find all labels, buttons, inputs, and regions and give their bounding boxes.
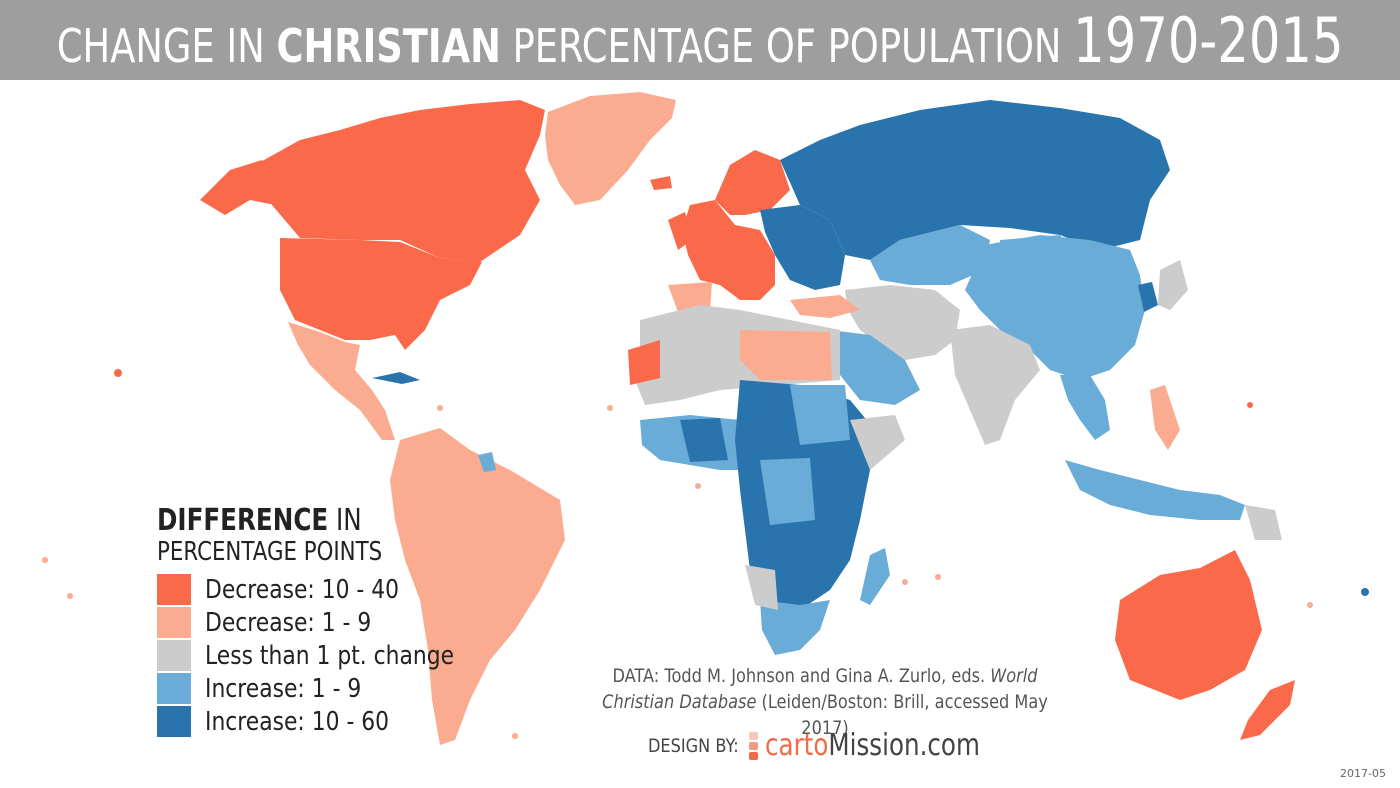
region-india	[950, 325, 1040, 445]
brand-part-b: Mission.com	[828, 728, 980, 763]
brand-name[interactable]: cartoMission.com	[765, 728, 980, 763]
region-southern-africa	[760, 600, 830, 655]
region-scandinavia	[715, 150, 790, 215]
island-caribbean	[437, 405, 443, 411]
region-central-asia	[870, 225, 990, 285]
region-papua-new-guinea	[1245, 505, 1282, 540]
legend-label: Increase: 1 - 9	[205, 673, 362, 704]
island-indian-1	[902, 579, 908, 585]
region-greenland	[545, 92, 676, 205]
data-source: DATA: Todd M. Johnson and Gina A. Zurlo,…	[600, 663, 1051, 741]
legend-swatch	[157, 607, 191, 638]
legend-label: Decrease: 1 - 9	[205, 607, 372, 638]
legend-item: Increase: 1 - 9	[157, 672, 501, 705]
title-bar: CHANGE IN CHRISTIAN PERCENTAGE OF POPULA…	[0, 0, 1400, 80]
version-tag: 2017-05	[1340, 767, 1386, 780]
region-iceland	[650, 176, 672, 190]
source-text-2: (Leiden/Boston: Brill, accessed May 2017…	[756, 691, 1048, 739]
island-pacific-4	[42, 557, 48, 563]
region-sudan-chad	[790, 385, 850, 445]
region-usa	[280, 238, 482, 350]
region-west-africa-dark	[680, 418, 728, 462]
region-arabia	[830, 330, 920, 405]
island-atlantic-1	[607, 405, 613, 411]
legend-label: Increase: 10 - 60	[205, 706, 390, 737]
region-canada	[255, 100, 545, 262]
legend-swatch	[157, 640, 191, 671]
region-new-zealand	[1240, 680, 1295, 740]
source-text-1: DATA: Todd M. Johnson and Gina A. Zurlo,…	[612, 665, 991, 687]
source-line-1: DATA: Todd M. Johnson and Gina A. Zurlo,…	[600, 663, 1051, 689]
legend-subtitle: PERCENTAGE POINTS	[157, 537, 383, 567]
legend-swatch	[157, 574, 191, 605]
island-falklands	[512, 733, 518, 739]
region-cuba	[372, 372, 420, 384]
title-part1: CHANGE IN	[56, 18, 277, 73]
region-western-europe	[682, 200, 775, 300]
legend-item: Decrease: 1 - 9	[157, 606, 501, 639]
island-atlantic-2	[695, 483, 701, 489]
region-russia	[780, 100, 1170, 260]
island-pacific-5	[67, 593, 73, 599]
region-iberia	[668, 282, 712, 312]
region-indonesia	[1065, 460, 1245, 520]
legend-title: DIFFERENCE IN	[157, 505, 439, 537]
region-eastern-europe	[760, 205, 845, 290]
title-bold: CHRISTIAN	[276, 18, 501, 73]
region-uk-ireland	[668, 212, 692, 250]
region-southeast-asia	[1060, 375, 1110, 440]
region-china	[965, 235, 1145, 380]
legend-items: Decrease: 10 - 40 Decrease: 1 - 9 Less tha…	[157, 573, 501, 738]
title-years: 1970-2015	[1072, 3, 1344, 77]
island-pacific-2	[1361, 588, 1369, 596]
region-alaska	[200, 160, 275, 215]
region-south-america	[390, 428, 565, 745]
region-australia	[1115, 550, 1262, 700]
island-hawaii	[114, 369, 122, 377]
region-congo-basin	[760, 458, 815, 525]
region-philippines	[1150, 385, 1180, 450]
legend-swatch	[157, 706, 191, 737]
legend-title-rest: IN	[328, 503, 362, 538]
region-mexico	[288, 322, 395, 440]
source-italic-1: World	[990, 665, 1038, 687]
legend: DIFFERENCE IN PERCENTAGE POINTS Decrease…	[157, 505, 501, 738]
design-credit: DESIGN BY: cartoMission.com	[648, 728, 1027, 763]
region-mongolia	[1000, 235, 1075, 265]
title-part2: PERCENTAGE OF POPULATION	[500, 18, 1073, 73]
region-middle-east	[845, 285, 960, 360]
legend-label: Less than 1 pt. change	[205, 640, 455, 671]
legend-item: Less than 1 pt. change	[157, 639, 501, 672]
source-italic-2: Christian Database	[602, 691, 757, 713]
region-japan	[1158, 260, 1188, 310]
legend-item: Decrease: 10 - 40	[157, 573, 501, 606]
region-libya-egypt	[740, 330, 832, 380]
map-title: CHANGE IN CHRISTIAN PERCENTAGE OF POPULA…	[57, 4, 1344, 77]
region-turkey	[790, 295, 860, 318]
island-pacific-3	[1307, 602, 1313, 608]
island-pacific-1	[1247, 402, 1253, 408]
legend-label: Decrease: 10 - 40	[205, 574, 400, 605]
design-label: DESIGN BY:	[648, 734, 739, 757]
region-guianas	[478, 452, 496, 472]
region-namibia	[745, 565, 778, 610]
cartomission-logo-icon	[748, 731, 759, 760]
region-western-sahara	[628, 340, 660, 385]
island-indian-2	[935, 574, 941, 580]
region-madagascar	[860, 548, 890, 605]
brand-part-a: carto	[764, 728, 829, 763]
legend-item: Increase: 10 - 60	[157, 705, 501, 738]
source-line-2: Christian Database (Leiden/Boston: Brill…	[600, 689, 1051, 741]
region-korea	[1138, 282, 1158, 312]
legend-swatch	[157, 673, 191, 704]
legend-title-bold: DIFFERENCE	[157, 503, 329, 538]
world-map	[42, 92, 1369, 745]
region-horn-of-africa	[850, 415, 905, 470]
